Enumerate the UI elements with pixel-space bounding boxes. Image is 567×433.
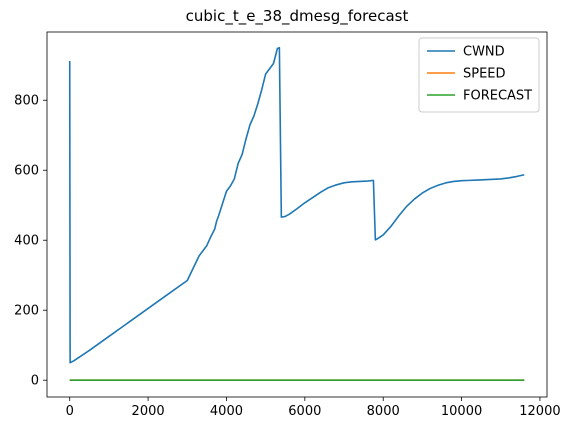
x-axis: 0 2000 4000 6000 8000 10000 12000 xyxy=(66,397,561,419)
y-tick-label: 200 xyxy=(14,304,39,319)
legend-label-forecast: FORECAST xyxy=(463,89,532,104)
legend-label-speed: SPEED xyxy=(463,67,506,82)
legend: CWND SPEED FORECAST xyxy=(418,37,540,113)
plot-frame xyxy=(46,31,548,398)
y-tick-label: 0 xyxy=(31,374,39,389)
x-tick-label: 0 xyxy=(66,404,74,419)
y-tick-label: 600 xyxy=(14,164,39,179)
x-tick-label: 12000 xyxy=(519,404,560,419)
x-tick-label: 8000 xyxy=(367,404,400,419)
x-tick-label: 4000 xyxy=(210,404,243,419)
legend-label-cwnd: CWND xyxy=(463,45,505,60)
x-tick-label: 6000 xyxy=(288,404,321,419)
chart-title: cubic_t_e_38_dmesg_forecast xyxy=(186,7,409,26)
legend-box xyxy=(418,37,540,113)
y-axis: 0 200 400 600 800 xyxy=(14,94,47,389)
y-tick-label: 800 xyxy=(14,94,39,109)
y-tick-label: 400 xyxy=(14,234,39,249)
x-tick-label: 10000 xyxy=(441,404,482,419)
series-layer xyxy=(68,46,525,381)
series-line-cwnd xyxy=(68,46,525,364)
x-tick-label: 2000 xyxy=(132,404,165,419)
